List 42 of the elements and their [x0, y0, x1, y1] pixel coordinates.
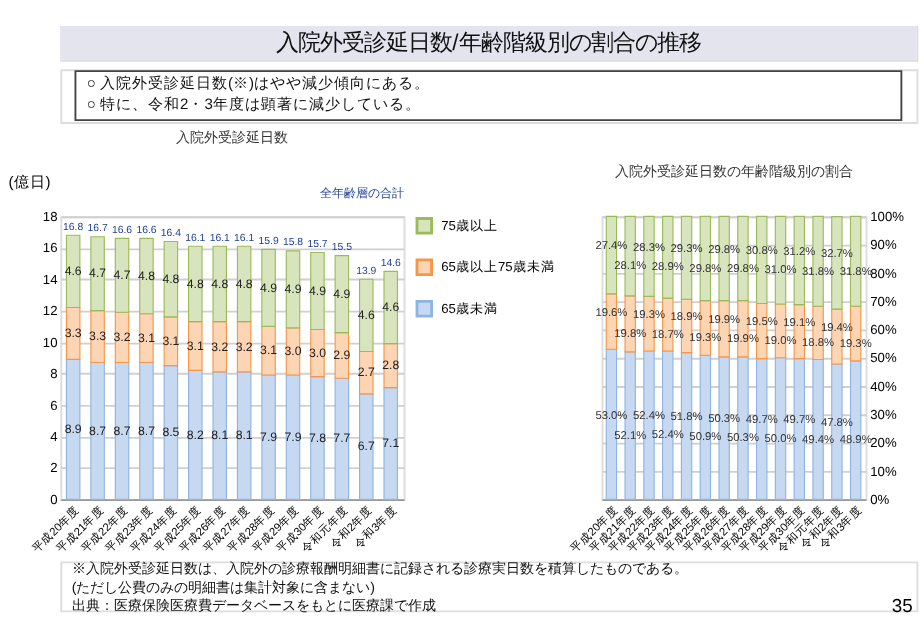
bar [285, 250, 301, 329]
bar [65, 306, 81, 360]
bar [383, 270, 399, 345]
bar [383, 387, 399, 500]
bar [212, 371, 228, 500]
bar [334, 377, 350, 500]
bar [90, 310, 105, 364]
bar [188, 369, 203, 500]
bar [65, 234, 81, 309]
bar [236, 321, 252, 373]
text: ○ 入院外受診延日数(※)はやや減少傾向にある。 [86, 74, 431, 93]
bar [359, 393, 374, 500]
bar [139, 361, 154, 500]
bar [188, 245, 203, 323]
bar [212, 321, 228, 373]
text: ○ 特に、令和2・3年度は顕著に減少している。 [86, 94, 421, 113]
bar [261, 374, 276, 500]
bar [114, 361, 130, 500]
bar [90, 361, 105, 500]
bar [334, 255, 350, 334]
bar [285, 374, 301, 500]
bar [236, 245, 252, 323]
bar [261, 325, 276, 376]
bar [359, 278, 374, 353]
bar [65, 358, 81, 500]
bar [261, 248, 276, 327]
bar [310, 251, 325, 331]
y-axis-title: (億日) [8, 173, 52, 192]
bar [334, 332, 350, 379]
bar [310, 376, 325, 500]
bar [236, 371, 252, 500]
bar [212, 245, 228, 323]
bar [139, 237, 154, 315]
text: 入院外受診延日数/年齢階級別の割合の推移 [276, 30, 701, 57]
bar [163, 365, 179, 500]
text: 35 [891, 594, 913, 617]
bar [139, 313, 154, 364]
bar [163, 240, 179, 318]
bar [114, 237, 130, 313]
bar [90, 236, 105, 312]
bar [359, 350, 374, 395]
bar [188, 321, 203, 371]
